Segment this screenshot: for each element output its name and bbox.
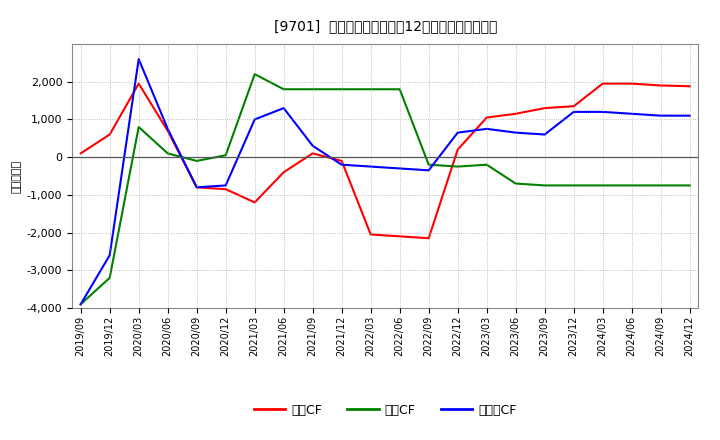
Title: [9701]  キャッシュフローの12か月移動合計の推移: [9701] キャッシュフローの12か月移動合計の推移 [274,19,497,33]
Y-axis label: （百万円）: （百万円） [11,159,21,193]
Legend: 営業CF, 投資CF, フリーCF: 営業CF, 投資CF, フリーCF [249,399,521,422]
